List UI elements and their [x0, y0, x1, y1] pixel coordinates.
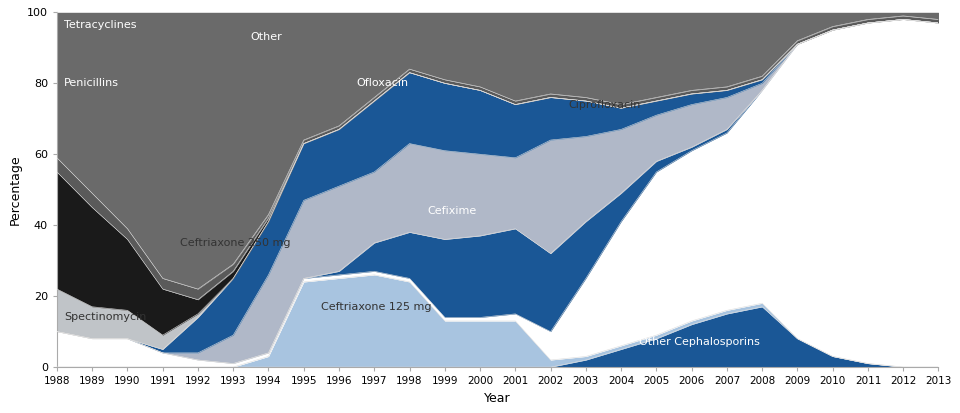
Text: Ceftriaxone 250 mg: Ceftriaxone 250 mg — [180, 238, 291, 248]
Text: Ciprofloxacin: Ciprofloxacin — [568, 100, 640, 109]
Text: Tetracyclines: Tetracyclines — [64, 20, 136, 30]
Text: Cefixime: Cefixime — [427, 206, 476, 216]
Text: Other: Other — [251, 32, 282, 42]
Text: Ofloxacin: Ofloxacin — [357, 78, 409, 88]
X-axis label: Year: Year — [485, 392, 511, 405]
Text: Spectinomycin: Spectinomycin — [64, 312, 146, 323]
Text: Ceftriaxone 125 mg: Ceftriaxone 125 mg — [322, 302, 432, 312]
Y-axis label: Percentage: Percentage — [9, 154, 21, 225]
Text: Other Cephalosporins: Other Cephalosporins — [638, 337, 759, 347]
Text: Penicillins: Penicillins — [64, 78, 119, 88]
